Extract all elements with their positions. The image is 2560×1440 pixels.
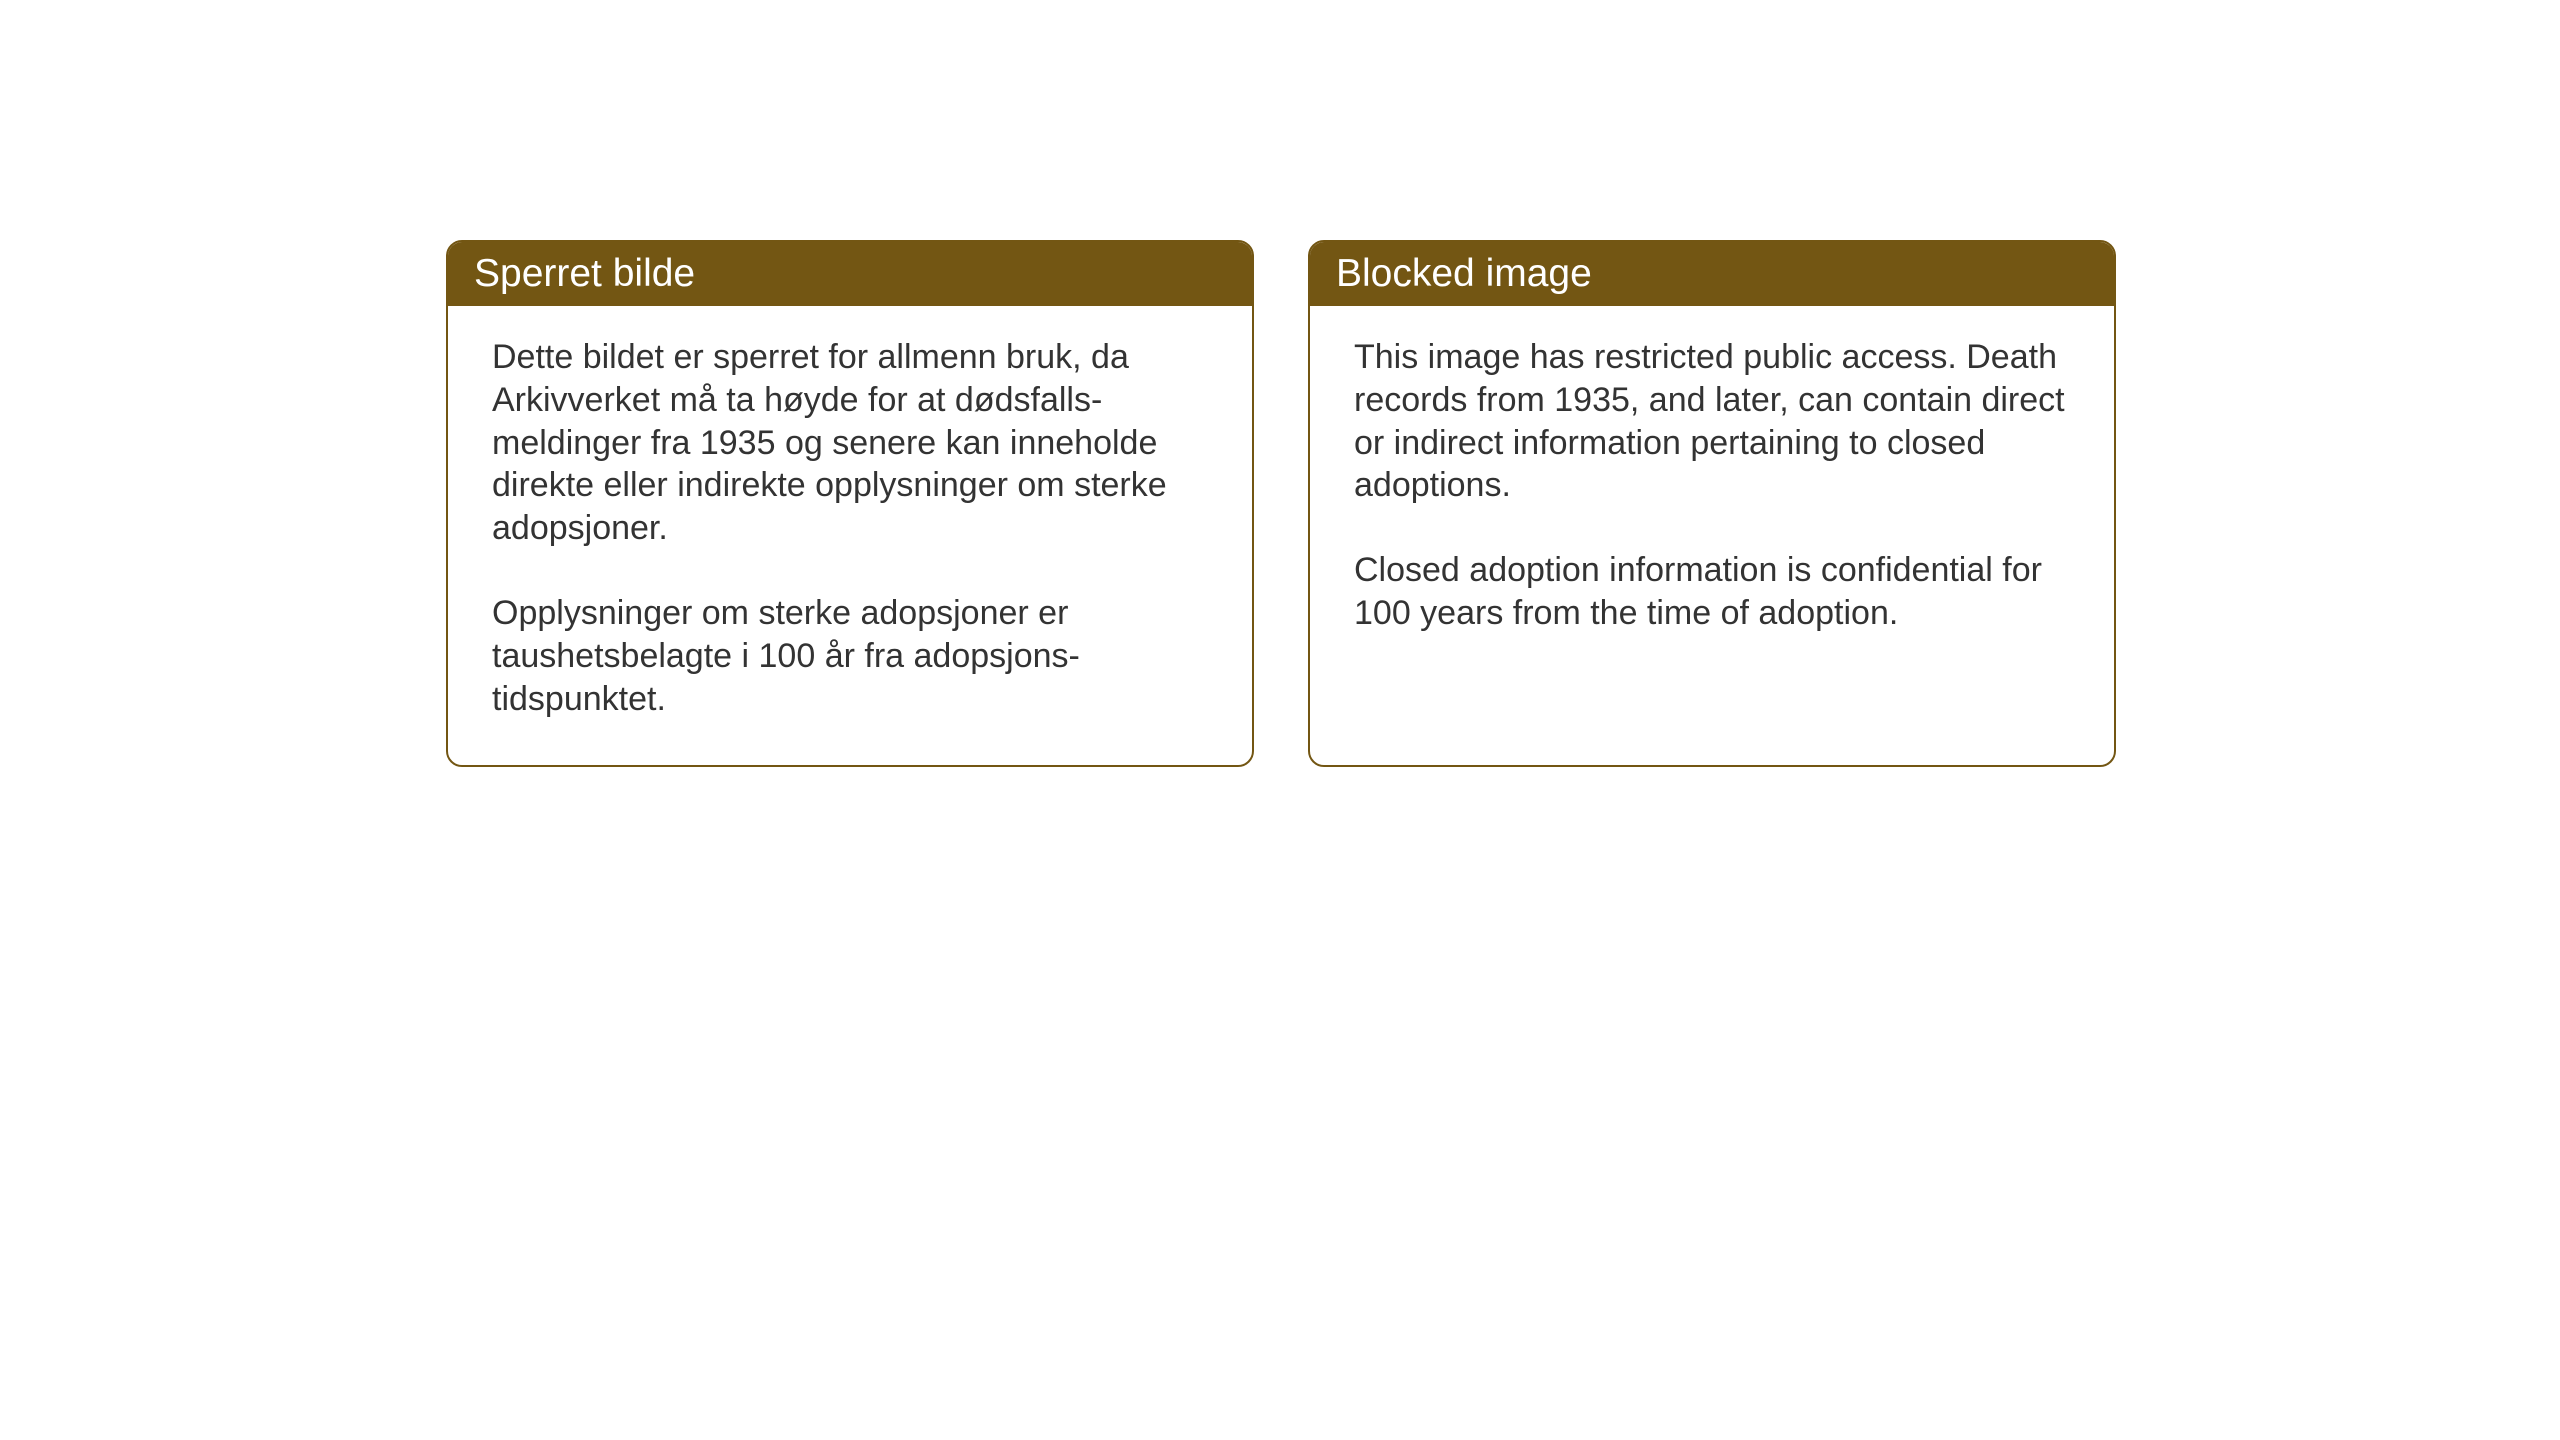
notice-card-norwegian: Sperret bilde Dette bildet er sperret fo… <box>446 240 1254 767</box>
card-header-english: Blocked image <box>1310 242 2114 306</box>
card-paragraph: Closed adoption information is confident… <box>1354 549 2070 635</box>
card-paragraph: This image has restricted public access.… <box>1354 336 2070 507</box>
notice-card-english: Blocked image This image has restricted … <box>1308 240 2116 767</box>
card-title: Sperret bilde <box>474 252 695 295</box>
card-body-english: This image has restricted public access.… <box>1310 306 2114 679</box>
card-paragraph: Dette bildet er sperret for allmenn bruk… <box>492 336 1208 550</box>
notice-cards-container: Sperret bilde Dette bildet er sperret fo… <box>446 240 2560 767</box>
card-paragraph: Opplysninger om sterke adopsjoner er tau… <box>492 592 1208 720</box>
card-title: Blocked image <box>1336 252 1592 295</box>
card-body-norwegian: Dette bildet er sperret for allmenn bruk… <box>448 306 1252 765</box>
card-header-norwegian: Sperret bilde <box>448 242 1252 306</box>
